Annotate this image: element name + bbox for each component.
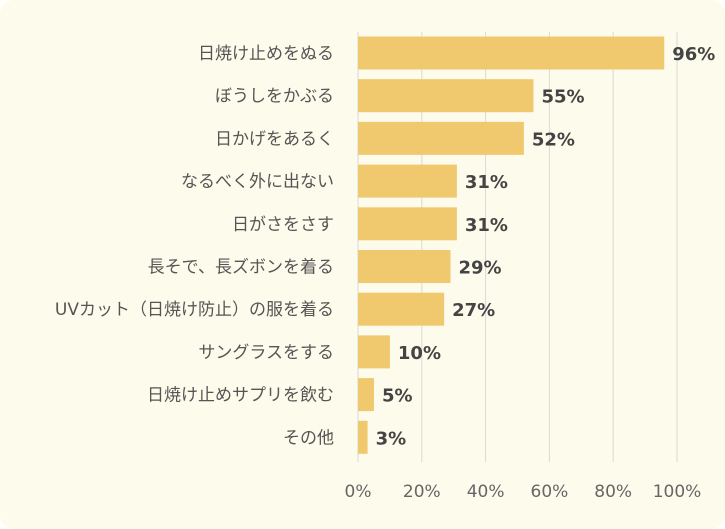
category-labels: 日焼け止めをぬるぼうしをかぶる日かげをあるくなるべく外に出ない日がさをさす長そで… bbox=[55, 44, 334, 448]
bar bbox=[358, 250, 451, 283]
data-label: 96% bbox=[672, 44, 715, 65]
x-tick-label: 100% bbox=[653, 482, 702, 502]
category-label: サングラスをする bbox=[198, 343, 334, 363]
bar bbox=[358, 292, 445, 326]
bars bbox=[358, 36, 665, 454]
bar bbox=[358, 378, 374, 412]
bar bbox=[358, 164, 457, 198]
bar bbox=[358, 335, 390, 369]
data-label: 10% bbox=[398, 343, 441, 364]
category-label: 日焼け止めサプリを飲む bbox=[147, 386, 334, 406]
x-tick-label: 80% bbox=[594, 482, 632, 502]
category-label: 日かげをあるく bbox=[215, 129, 334, 149]
data-label: 52% bbox=[532, 129, 575, 150]
bar bbox=[358, 36, 665, 70]
data-label: 3% bbox=[376, 428, 407, 449]
x-tick-label: 0% bbox=[345, 482, 372, 502]
data-label: 31% bbox=[465, 172, 508, 193]
category-label: 日焼け止めをぬる bbox=[198, 44, 334, 64]
data-label: 29% bbox=[459, 258, 502, 279]
data-label: 31% bbox=[465, 215, 508, 236]
x-tick-label: 60% bbox=[531, 482, 569, 502]
category-label: その他 bbox=[283, 428, 334, 448]
category-label: なるべく外に出ない bbox=[181, 172, 334, 192]
x-axis-tick-labels: 0% 20% 40% 60% 80% 100% bbox=[345, 482, 702, 502]
data-label: 55% bbox=[541, 87, 584, 108]
bar bbox=[358, 79, 534, 113]
x-tick-label: 40% bbox=[467, 482, 505, 502]
value-labels: 96% 55% 52% 31% 31% 29% 27% 10% 5% 3% bbox=[376, 44, 716, 449]
bar bbox=[358, 420, 368, 454]
data-label: 27% bbox=[452, 300, 495, 321]
category-label: UVカット（日焼け防止）の服を着る bbox=[55, 300, 334, 320]
category-label: ぼうしをかぶる bbox=[215, 87, 334, 107]
category-label: 日がさをさす bbox=[232, 215, 334, 235]
x-tick-label: 20% bbox=[403, 482, 441, 502]
data-label: 5% bbox=[382, 386, 413, 407]
bar bbox=[358, 207, 457, 241]
bar bbox=[358, 121, 524, 155]
category-label: 長そで、長ズボンを着る bbox=[148, 258, 334, 278]
